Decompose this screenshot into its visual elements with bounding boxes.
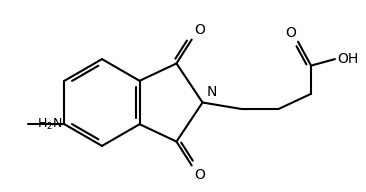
Text: OH: OH (337, 52, 358, 66)
Text: O: O (194, 23, 205, 37)
Text: O: O (285, 26, 296, 40)
Text: N: N (207, 85, 217, 99)
Text: O: O (194, 168, 205, 182)
Text: H$_2$N: H$_2$N (37, 117, 62, 132)
